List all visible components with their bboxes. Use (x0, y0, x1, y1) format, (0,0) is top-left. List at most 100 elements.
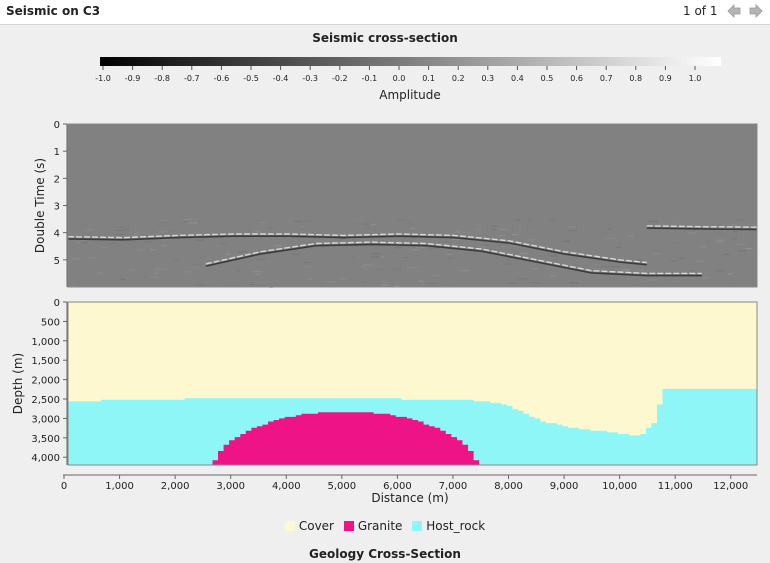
noise-trace (370, 256, 380, 258)
noise-trace (120, 226, 125, 228)
seismic-y-tick-label: 5 (54, 256, 60, 267)
geology-x-tick-label: 12,000 (713, 481, 748, 492)
noise-trace (393, 263, 399, 265)
noise-trace (716, 239, 725, 241)
seismic-reflector (205, 241, 702, 275)
noise-trace (149, 276, 159, 278)
noise-trace (715, 241, 724, 243)
noise-trace (500, 228, 508, 230)
noise-trace (716, 219, 723, 221)
noise-trace (652, 253, 660, 255)
geology-frame (67, 301, 758, 466)
noise-trace (303, 261, 311, 263)
noise-trace (669, 260, 679, 262)
noise-trace (632, 269, 640, 271)
legend-item-granite: Granite (343, 519, 402, 533)
noise-trace (600, 266, 610, 268)
noise-trace (193, 263, 203, 265)
noise-trace (205, 282, 214, 284)
colorbar-tick-label: 0.2 (452, 74, 465, 83)
noise-trace (696, 261, 705, 263)
noise-trace (732, 238, 738, 240)
noise-trace (149, 240, 160, 242)
noise-trace (141, 252, 147, 254)
noise-trace (214, 245, 224, 247)
seismic-background (68, 124, 757, 287)
noise-trace (638, 269, 647, 271)
geology-y-tick-label: 3,000 (31, 414, 60, 425)
noise-trace (265, 261, 273, 263)
noise-trace (388, 248, 394, 250)
noise-trace (446, 254, 453, 256)
noise-trace (434, 275, 440, 277)
noise-trace (729, 260, 738, 262)
noise-trace (675, 250, 681, 252)
noise-trace (674, 242, 681, 244)
noise-trace (461, 270, 470, 272)
noise-trace (223, 283, 230, 285)
noise-trace (738, 250, 748, 252)
noise-trace (428, 283, 435, 285)
noise-trace (183, 221, 188, 223)
noise-trace (468, 248, 479, 250)
noise-trace (407, 266, 418, 268)
noise-trace (549, 275, 556, 277)
arrow-right-icon[interactable] (748, 3, 764, 19)
noise-trace (532, 268, 539, 270)
noise-trace (635, 259, 644, 261)
geology-x-tick-label: 2,000 (161, 481, 190, 492)
noise-trace (553, 264, 563, 266)
noise-trace (394, 285, 400, 287)
noise-trace (84, 242, 91, 244)
noise-trace (97, 272, 103, 274)
noise-trace (134, 233, 139, 235)
noise-trace (635, 231, 642, 233)
geology-x-tick-label: 5,000 (328, 481, 357, 492)
noise-trace (344, 234, 349, 236)
colorbar-tick-label: -0.3 (302, 74, 318, 83)
geology-y-tick-label: 4,000 (31, 453, 60, 464)
noise-trace (333, 235, 343, 237)
noise-trace (222, 257, 228, 259)
noise-trace (138, 249, 143, 251)
noise-trace (595, 269, 601, 271)
geology-x-tick-label: 1,000 (105, 481, 134, 492)
noise-trace (628, 235, 634, 237)
noise-trace (411, 249, 420, 251)
noise-trace (611, 266, 621, 268)
page-indicator: 1 of 1 (683, 4, 718, 18)
noise-trace (479, 246, 488, 248)
noise-trace (522, 219, 529, 221)
noise-trace (736, 219, 745, 221)
noise-trace (716, 270, 723, 272)
noise-trace (291, 253, 300, 255)
noise-trace (102, 242, 113, 244)
noise-trace (233, 254, 240, 256)
noise-trace (428, 247, 439, 249)
noise-trace (525, 219, 533, 221)
geology-x-tick-label: 7,000 (439, 481, 468, 492)
arrow-left-icon[interactable] (726, 3, 742, 19)
noise-trace (519, 278, 528, 280)
noise-trace (402, 257, 409, 259)
granite-area (212, 412, 480, 465)
seismic-frame (67, 123, 758, 288)
noise-trace (379, 278, 387, 280)
noise-trace (634, 285, 640, 287)
noise-trace (451, 239, 460, 241)
legend-item-host-rock: Host_rock (412, 519, 485, 533)
noise-trace (293, 220, 303, 222)
noise-trace (491, 228, 497, 230)
colorbar-tick-label: -0.2 (332, 74, 348, 83)
noise-trace (624, 260, 629, 262)
colorbar-tick-label: -0.4 (273, 74, 289, 83)
colorbar-tick-label: 0.6 (570, 74, 583, 83)
noise-trace (563, 240, 571, 242)
noise-trace (434, 276, 443, 278)
noise-trace (732, 224, 737, 226)
noise-trace (401, 246, 412, 248)
noise-trace (676, 264, 685, 266)
noise-trace (394, 247, 404, 249)
noise-trace (71, 258, 80, 260)
noise-trace (608, 220, 615, 222)
